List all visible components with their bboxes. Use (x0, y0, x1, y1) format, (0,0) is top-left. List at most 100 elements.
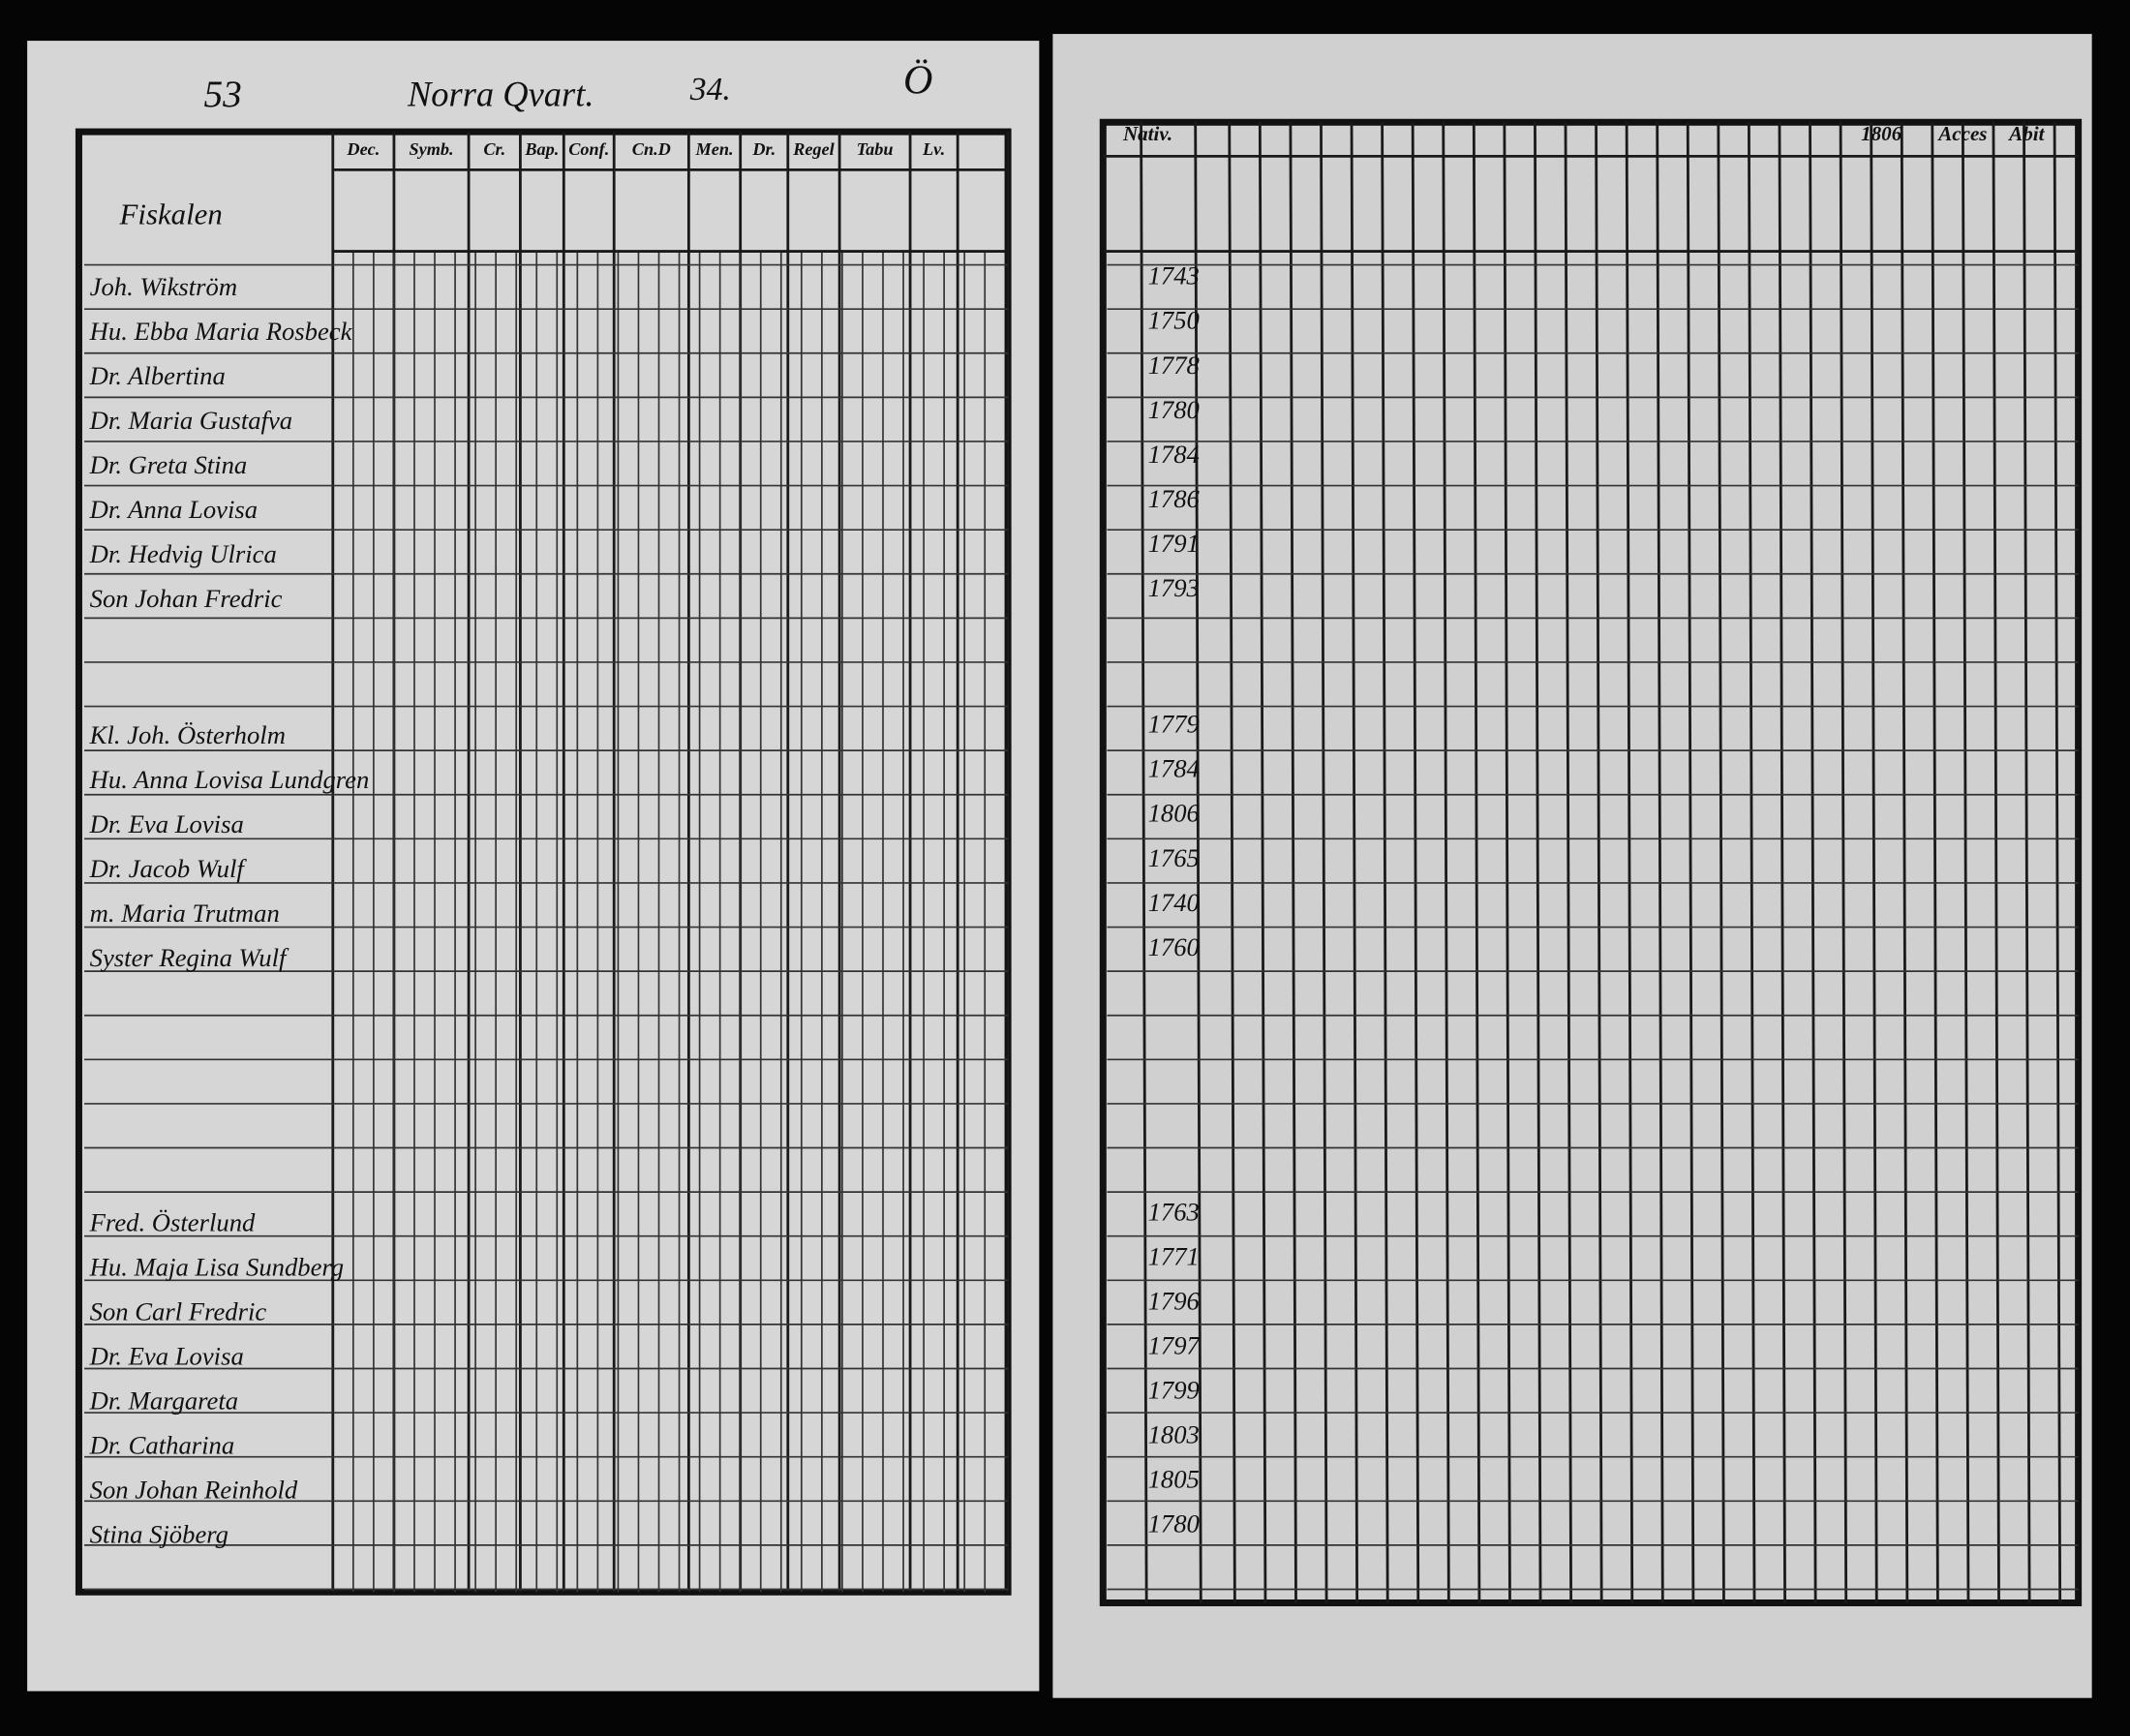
member-name: Dr. Greta Stina (89, 450, 248, 479)
column-rule (1503, 122, 1511, 1603)
birth-year: 1805 (1148, 1464, 1200, 1493)
member-name: Dr. Hedvig Ulrica (89, 539, 277, 568)
birth-year: 1791 (1148, 529, 1200, 558)
birth-year: 1771 (1148, 1241, 1200, 1270)
column-rule (2053, 122, 2062, 1603)
column-header: Abit (2007, 122, 2045, 145)
column-header: Symb. (409, 139, 453, 159)
member-name: Dr. Anna Lovisa (89, 495, 258, 524)
birth-year: 1780 (1148, 395, 1200, 424)
birth-year: 1786 (1148, 484, 1201, 513)
member-name: Kl. Joh. Österholm (89, 720, 286, 749)
house-number: 34. (689, 72, 731, 107)
ruling (84, 122, 2079, 1603)
column-rule (1870, 122, 1878, 1603)
column-rule (1717, 122, 1725, 1603)
member-name: Syster Regina Wulf (90, 943, 289, 972)
birth-year: 1779 (1148, 710, 1200, 739)
member-name: Son Johan Fredric (90, 584, 283, 613)
member-name: Dr. Margareta (89, 1386, 238, 1416)
member-name: Dr. Eva Lovisa (89, 809, 244, 838)
page-title: Norra Qvart. (407, 75, 594, 113)
column-rule (1686, 122, 1695, 1603)
left-page (27, 41, 1040, 1691)
member-name: Fred. Österlund (89, 1208, 256, 1237)
column-rule (1289, 122, 1297, 1603)
page-number: 53 (204, 74, 242, 115)
column-rule (1381, 122, 1389, 1603)
column-header: Tabu (857, 139, 894, 159)
birth-year: 1796 (1148, 1286, 1201, 1315)
column-rule (1778, 122, 1786, 1603)
column-rule (1961, 122, 1970, 1603)
column-rule (1350, 122, 1359, 1603)
member-name: Hu. Anna Lovisa Lundgren (89, 765, 370, 794)
member-name: Dr. Catharina (89, 1431, 235, 1460)
birth-year: 1797 (1148, 1330, 1202, 1359)
column-rule (1747, 122, 1756, 1603)
member-name: Joh. Wikström (90, 272, 237, 301)
column-header: Cn.D (632, 139, 671, 159)
column-rule (1564, 122, 1573, 1603)
column-rule (1411, 122, 1420, 1603)
right-page (1052, 34, 2092, 1698)
member-name: Son Johan Reinhold (90, 1476, 298, 1505)
column-header: Regel (792, 139, 835, 159)
content: Dec. Symb. Cr. Bap. Conf. Cn.D Men. Dr. Regel Tab… (89, 122, 2046, 1549)
column-rule (1258, 122, 1267, 1603)
birth-year: 1740 (1148, 888, 1200, 917)
column-rule (1534, 122, 1542, 1603)
birth-year: 1763 (1148, 1197, 1200, 1226)
page-mark: Ö (903, 59, 932, 104)
column-rule (1140, 122, 1148, 1603)
birth-year: 1784 (1148, 440, 1200, 469)
birth-year: 1750 (1148, 306, 1200, 335)
birth-year: 1803 (1148, 1419, 1200, 1448)
birth-year: 1806 (1148, 799, 1201, 828)
column-rule (1839, 122, 1848, 1603)
member-name: Son Carl Fredric (90, 1297, 267, 1326)
column-header: Dr. (751, 139, 776, 159)
birth-year: 1743 (1148, 261, 1200, 290)
column-rule (2023, 122, 2031, 1603)
birth-year: 1784 (1148, 754, 1200, 783)
birth-year: 1760 (1148, 932, 1200, 961)
column-header: Men. (695, 139, 734, 159)
column-rule (1656, 122, 1664, 1603)
column-rule (1595, 122, 1603, 1603)
member-name: Dr. Albertina (89, 361, 226, 390)
member-name: m. Maria Trutman (90, 898, 280, 928)
column-header: 1806 (1861, 122, 1902, 145)
column-rule (1809, 122, 1817, 1603)
column-header: Bap. (524, 139, 559, 159)
birth-year: 1765 (1148, 843, 1200, 872)
right-table-border (1099, 118, 2083, 1607)
birth-year: 1780 (1148, 1508, 1200, 1538)
column-rule (1472, 122, 1481, 1603)
column-rule (1931, 122, 1939, 1603)
member-name: Hu. Maja Lisa Sundberg (89, 1253, 344, 1282)
column-rule (1442, 122, 1450, 1603)
column-header: Cr. (483, 139, 505, 159)
birth-year: 1778 (1148, 350, 1201, 380)
column-rule (1992, 122, 2000, 1603)
column-header: Nativ. (1122, 122, 1172, 145)
column-rule (1194, 122, 1202, 1603)
column-header: Lv. (922, 139, 945, 159)
member-name: Dr. Maria Gustafva (89, 406, 292, 435)
member-name: Dr. Jacob Wulf (89, 854, 248, 883)
household-heading: Fiskalen (119, 198, 223, 231)
column-header: Dec. (346, 139, 380, 159)
column-rule (1625, 122, 1634, 1603)
column-header: Conf. (568, 139, 609, 159)
column-header: Acces (1936, 122, 1987, 145)
column-rule (1320, 122, 1328, 1603)
birth-year: 1799 (1148, 1375, 1200, 1404)
column-rule (1900, 122, 1909, 1603)
column-rule (1228, 122, 1236, 1603)
birth-year: 1793 (1148, 573, 1200, 602)
member-name: Hu. Ebba Maria Rosbeck (89, 317, 353, 346)
member-name: Stina Sjöberg (90, 1520, 228, 1549)
